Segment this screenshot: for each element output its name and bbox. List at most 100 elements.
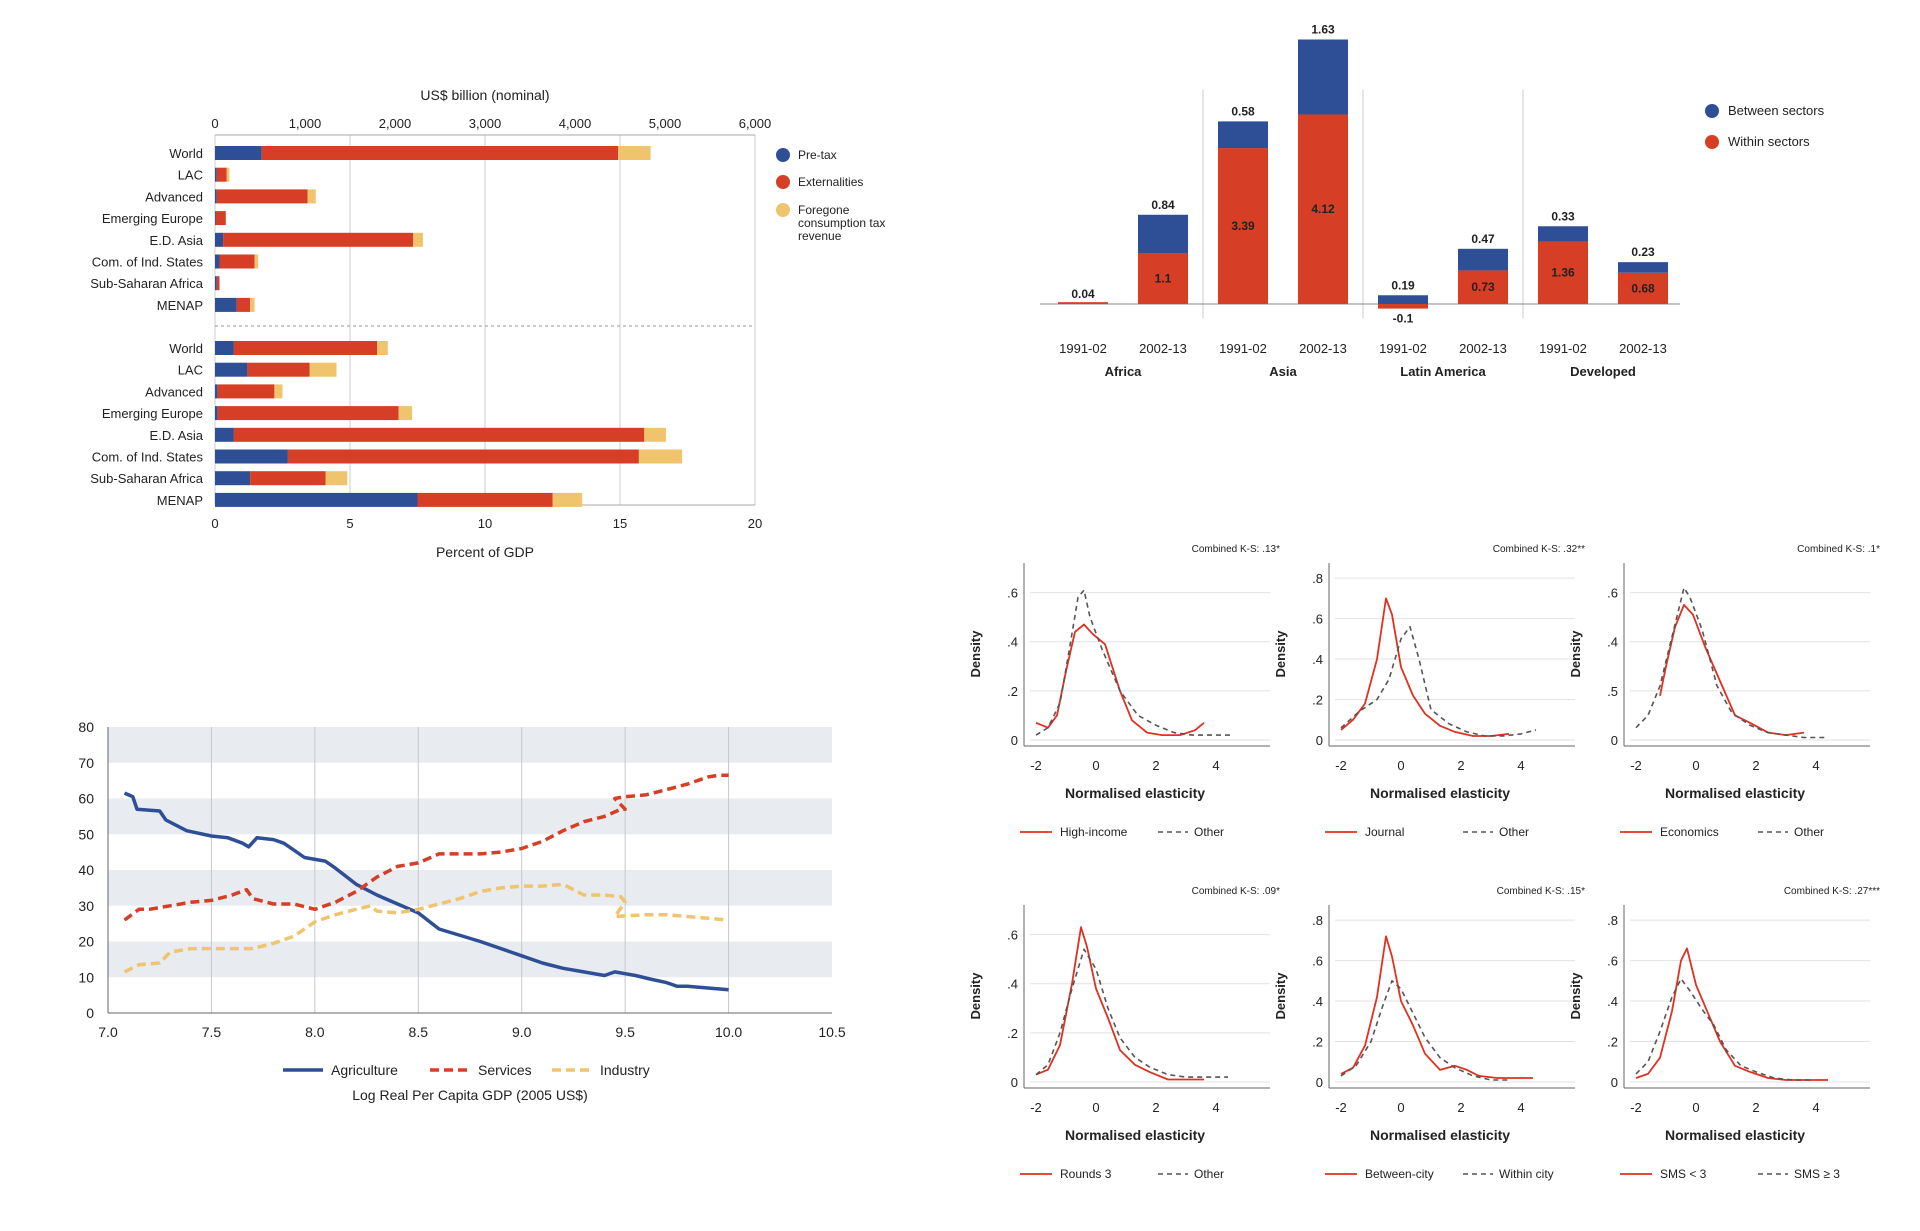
subsidy-bar-fct: [398, 406, 413, 421]
density-curve: [1340, 597, 1510, 737]
density-x-tick: 4: [1812, 1100, 1819, 1115]
shares-x-tick: 10.5: [818, 1024, 845, 1040]
subsidy-row-label: Sub-Saharan Africa: [90, 276, 204, 291]
subsidy-bottom-tick: 0: [211, 516, 218, 531]
subsidy-chart: US$ billion (nominal) 0 1,000 2,000 3,000 4,0…: [90, 87, 885, 560]
density-y-tick: .4: [1007, 635, 1018, 650]
sectors-bar-between: [1298, 39, 1348, 115]
subsidy-row-label: Emerging Europe: [102, 406, 203, 421]
density-x-tick: 0: [1092, 1100, 1099, 1115]
density-y-label: Density: [1273, 630, 1288, 678]
density-x-tick: 0: [1692, 758, 1699, 773]
shares-band: [108, 941, 832, 978]
sectors-group-label: Africa: [1105, 364, 1143, 379]
shares-x-tick: 8.5: [409, 1024, 429, 1040]
shares-x-tick: 8.0: [305, 1024, 325, 1040]
legend-within-swatch: [1705, 135, 1719, 149]
shares-y-tick: 70: [78, 755, 94, 771]
subsidy-bar-pre: [215, 297, 237, 312]
sectors-group-label: Latin America: [1400, 364, 1486, 379]
density-x-tick: 4: [1212, 1100, 1219, 1115]
subsidy-row-label: MENAP: [157, 298, 203, 313]
subsidy-bottom-tick: 10: [478, 516, 492, 531]
density-y-tick: .2: [1007, 1026, 1018, 1041]
density-curve: [1035, 623, 1205, 736]
density-curve: [1635, 947, 1828, 1081]
subsidy-top-tick: 0: [211, 116, 218, 131]
density-y-tick: 0: [1011, 733, 1018, 748]
density-panel: 0 .2 .4 .6 .8 -2 0 2 4 Combined K-S: .27*** Densit…: [1568, 886, 1880, 1181]
subsidy-row-label: LAC: [178, 168, 203, 183]
density-panel: 0 .2 .4 .6 -2 0 2 4 Combined K-S: .09* Density Nor…: [968, 886, 1280, 1181]
density-x-tick: -2: [1030, 758, 1042, 773]
subsidy-bar-ext: [216, 276, 220, 291]
sectors-group-label: Asia: [1269, 364, 1297, 379]
sectors-chart: 0.04 1991-02 0.84 1.1 2002-13 Africa 0.58 3.39 1…: [1040, 23, 1825, 379]
sectors-period-label: 1991-02: [1539, 341, 1587, 356]
shares-y-tick: 60: [78, 791, 94, 807]
density-legend-label: SMS < 3: [1660, 1167, 1707, 1181]
density-y-label: Density: [968, 630, 983, 678]
sectors-between-value: 0.84: [1151, 198, 1175, 212]
sectors-period-label: 2002-13: [1299, 341, 1347, 356]
density-y-tick: .4: [1007, 977, 1018, 992]
density-legend-label: SMS ≥ 3: [1794, 1167, 1840, 1181]
subsidy-bar-fct: [552, 492, 583, 507]
density-y-tick: 0: [1611, 1075, 1618, 1090]
density-annotation: Combined K-S: .15*: [1497, 886, 1585, 897]
density-legend-label: Other: [1499, 825, 1529, 839]
density-y-label: Density: [1568, 630, 1583, 678]
density-y-tick: .2: [1312, 1035, 1323, 1050]
density-panel: 0 .2 .4 .6 .8 -2 0 2 4 Combined K-S: .32** Density…: [1273, 544, 1585, 839]
legend-foregone-label: Foregone: [798, 203, 850, 217]
subsidy-bar-ext: [417, 492, 553, 507]
subsidy-top-tick: 2,000: [379, 116, 412, 131]
sectors-period-label: 1991-02: [1379, 341, 1427, 356]
density-x-label: Normalised elasticity: [1665, 785, 1805, 801]
density-x-tick: 4: [1212, 758, 1219, 773]
density-curve: [1340, 979, 1509, 1081]
subsidy-bar-ext: [261, 146, 619, 160]
sectors-within-value: 4.12: [1311, 202, 1335, 216]
subsidy-top-tick: 6,000: [739, 116, 772, 131]
subsidy-row-label: E.D. Asia: [150, 233, 204, 248]
sectors-between-value: 0.58: [1231, 104, 1255, 118]
density-legend-label: Between-city: [1365, 1167, 1434, 1181]
subsidy-bar-fct: [307, 189, 316, 204]
density-x-tick: 2: [1457, 758, 1464, 773]
density-y-tick: .4: [1607, 635, 1618, 650]
legend-foregone-label: revenue: [798, 229, 842, 243]
shares-y-tick: 50: [78, 826, 94, 842]
shares-chart: 0 10 20 30 40 50 60 70 80 7.0 7.5 8.0 8.5 9.0 9.5 10.0 1…: [78, 719, 845, 1103]
subsidy-bar-fct: [226, 167, 230, 182]
density-x-tick: 2: [1152, 1100, 1159, 1115]
subsidy-bar-pre: [215, 146, 262, 160]
density-x-tick: 4: [1517, 758, 1524, 773]
subsidy-bar-fct: [618, 146, 651, 160]
density-y-tick: 0: [1611, 733, 1618, 748]
legend-foregone-swatch: [776, 203, 790, 217]
subsidy-bar-fct: [250, 297, 255, 312]
density-y-tick: .6: [1312, 612, 1323, 627]
density-panel: 0 .2 .4 .6 .8 -2 0 2 4 Combined K-S: .15* Density N…: [1273, 886, 1585, 1181]
subsidy-bottom-tick: 15: [613, 516, 627, 531]
subsidy-bar-ext: [216, 189, 308, 204]
subsidy-bar-ext: [236, 297, 251, 312]
subsidy-bar-fct: [274, 384, 283, 399]
sectors-bar-within: [1458, 270, 1508, 304]
subsidy-bar-ext: [217, 384, 275, 399]
sectors-within-value: 0.68: [1631, 281, 1655, 295]
subsidy-bar-pre: [215, 254, 220, 269]
legend-externalities-swatch: [776, 175, 790, 189]
subsidy-bar-pre: [215, 211, 216, 226]
density-annotation: Combined K-S: .13*: [1192, 544, 1280, 555]
density-y-tick: .2: [1607, 1035, 1618, 1050]
subsidy-top-tick: 4,000: [559, 116, 592, 131]
sectors-bar-between: [1458, 248, 1508, 271]
density-x-tick: 0: [1692, 1100, 1699, 1115]
subsidy-bar-fct: [413, 232, 423, 247]
density-curve: [1340, 625, 1537, 737]
density-x-tick: 2: [1152, 758, 1159, 773]
sectors-bar-within: [1058, 302, 1108, 304]
sectors-between-value: 0.47: [1471, 232, 1495, 246]
